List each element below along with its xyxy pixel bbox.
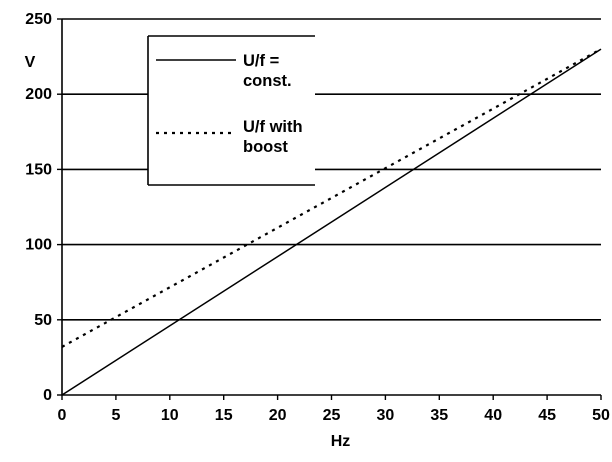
y-tick-label-200: 200	[25, 86, 52, 103]
legend-entry-2: U/f with boost	[156, 118, 303, 156]
series-line-1	[61, 48, 602, 396]
x-tick-label-40: 40	[484, 407, 502, 424]
y-tick-label-100: 100	[25, 237, 52, 254]
y-tick-labels: 0 50 100 150 200 250	[25, 11, 52, 404]
x-tick-label-20: 20	[269, 407, 287, 424]
y-axis-title: V	[25, 54, 36, 71]
legend: U/f = const. U/f with boost	[147, 35, 315, 186]
x-tick-label-30: 30	[377, 407, 395, 424]
x-axis-title: Hz	[331, 433, 351, 450]
x-tick-label-15: 15	[215, 407, 233, 424]
x-tick-label-45: 45	[538, 407, 556, 424]
legend-label-1-line-1: U/f =	[243, 52, 279, 70]
legend-entries: U/f = const. U/f with boost	[156, 52, 303, 156]
y-tick-label-150: 150	[25, 161, 52, 178]
legend-label-1-line-2: const.	[243, 72, 292, 90]
legend-background	[148, 36, 315, 185]
x-tick-label-50: 50	[592, 407, 610, 424]
legend-frame	[147, 35, 315, 186]
x-tick-label-35: 35	[430, 407, 448, 424]
series-line-2	[61, 48, 602, 348]
gridlines	[62, 18, 601, 321]
legend-label-2-line-2: boost	[243, 138, 288, 156]
x-tick-label-5: 5	[111, 407, 120, 424]
y-tick-label-50: 50	[34, 312, 52, 329]
x-tick-label-25: 25	[323, 407, 341, 424]
y-tick-label-0: 0	[43, 387, 52, 404]
axes	[57, 18, 602, 400]
x-tick-label-10: 10	[161, 407, 179, 424]
x-tick-labels: 0 5 10 15 20 25 30 35 40 45 50	[58, 407, 610, 424]
x-tick-label-0: 0	[58, 407, 67, 424]
legend-label-2-line-1: U/f with	[243, 118, 303, 136]
y-tick-label-250: 250	[25, 11, 52, 28]
legend-entry-1: U/f = const.	[156, 52, 292, 90]
series-group	[61, 48, 602, 396]
